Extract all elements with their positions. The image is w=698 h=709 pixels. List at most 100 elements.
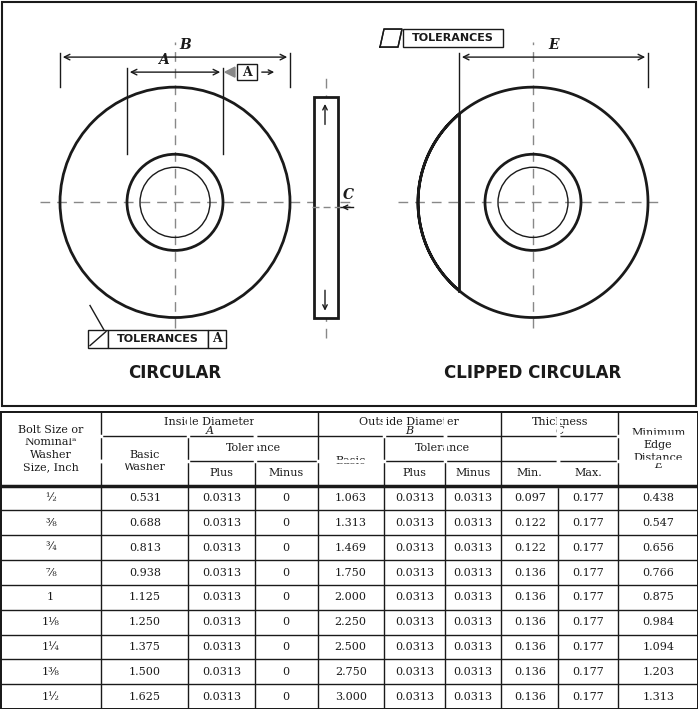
Text: 0.0313: 0.0313 xyxy=(454,592,493,603)
Text: 1.313: 1.313 xyxy=(642,691,674,702)
Text: 0.688: 0.688 xyxy=(129,518,161,528)
Text: 1½: 1½ xyxy=(42,691,59,702)
Bar xyxy=(88,330,108,347)
Text: 0: 0 xyxy=(283,567,290,578)
Text: Minus: Minus xyxy=(456,468,491,479)
Text: 0.0313: 0.0313 xyxy=(202,592,242,603)
Text: A: A xyxy=(205,426,214,436)
Text: 0: 0 xyxy=(283,666,290,677)
Text: C: C xyxy=(556,426,564,436)
Text: Minus: Minus xyxy=(269,468,304,479)
Text: 0.0313: 0.0313 xyxy=(454,666,493,677)
Text: 0.177: 0.177 xyxy=(572,666,604,677)
Text: 1.500: 1.500 xyxy=(129,666,161,677)
Text: 1⅜: 1⅜ xyxy=(42,666,59,677)
Text: 0.438: 0.438 xyxy=(642,493,674,503)
Text: 0.136: 0.136 xyxy=(514,567,546,578)
Text: 0.177: 0.177 xyxy=(572,617,604,627)
Text: 0.122: 0.122 xyxy=(514,518,546,528)
Text: 0.766: 0.766 xyxy=(642,567,674,578)
Text: 0.875: 0.875 xyxy=(642,592,674,603)
Text: Min.: Min. xyxy=(517,468,542,479)
Text: ¾: ¾ xyxy=(45,542,56,553)
Text: 0.0313: 0.0313 xyxy=(395,493,434,503)
Text: CIRCULAR: CIRCULAR xyxy=(128,364,221,381)
Text: 1.203: 1.203 xyxy=(642,666,674,677)
Text: 0.177: 0.177 xyxy=(572,642,604,652)
Text: 0: 0 xyxy=(283,691,290,702)
Text: Outside Diameter: Outside Diameter xyxy=(359,417,459,427)
Text: 0: 0 xyxy=(283,518,290,528)
Text: TOLERANCES: TOLERANCES xyxy=(117,333,199,344)
Text: 0.177: 0.177 xyxy=(572,592,604,603)
Text: 0.0313: 0.0313 xyxy=(395,617,434,627)
Text: 0.0313: 0.0313 xyxy=(395,666,434,677)
Text: Inside Diameter: Inside Diameter xyxy=(164,417,255,427)
Text: 0.0313: 0.0313 xyxy=(202,642,242,652)
Text: B: B xyxy=(179,38,191,52)
Text: 0.122: 0.122 xyxy=(514,542,546,553)
Text: E: E xyxy=(654,460,662,470)
Text: 1⅛: 1⅛ xyxy=(42,617,59,627)
Text: 0.177: 0.177 xyxy=(572,691,604,702)
Text: 1.313: 1.313 xyxy=(335,518,366,528)
Text: 1.094: 1.094 xyxy=(642,642,674,652)
Polygon shape xyxy=(380,29,402,47)
Text: Bolt Size or
Nominalᵃ
Washer
Size, Inch: Bolt Size or Nominalᵃ Washer Size, Inch xyxy=(18,425,83,472)
Polygon shape xyxy=(225,67,235,77)
Text: 0.0313: 0.0313 xyxy=(202,666,242,677)
Text: 2.750: 2.750 xyxy=(335,666,366,677)
Text: 0.0313: 0.0313 xyxy=(454,642,493,652)
Text: B: B xyxy=(406,426,413,436)
Text: Tolerance: Tolerance xyxy=(415,443,470,454)
Text: 0.0313: 0.0313 xyxy=(395,518,434,528)
Text: 0: 0 xyxy=(283,493,290,503)
Text: 0: 0 xyxy=(283,617,290,627)
Text: 0.531: 0.531 xyxy=(129,493,161,503)
Text: 0.177: 0.177 xyxy=(572,493,604,503)
Text: Thickness: Thickness xyxy=(532,417,588,427)
Text: 0.547: 0.547 xyxy=(642,518,674,528)
Text: 0.0313: 0.0313 xyxy=(395,642,434,652)
Text: 0.136: 0.136 xyxy=(514,691,546,702)
Text: 0.097: 0.097 xyxy=(514,493,546,503)
Text: 0.0313: 0.0313 xyxy=(454,493,493,503)
Text: 0.0313: 0.0313 xyxy=(395,567,434,578)
Text: 0.136: 0.136 xyxy=(514,617,546,627)
Text: TOLERANCES: TOLERANCES xyxy=(412,33,494,43)
Text: 0.0313: 0.0313 xyxy=(202,617,242,627)
Text: 2.250: 2.250 xyxy=(335,617,366,627)
Text: Plus: Plus xyxy=(403,468,426,479)
Text: 0.938: 0.938 xyxy=(129,567,161,578)
Text: CLIPPED CIRCULAR: CLIPPED CIRCULAR xyxy=(445,364,622,381)
Text: 1.375: 1.375 xyxy=(129,642,161,652)
Bar xyxy=(403,29,503,47)
Text: Minimum
Edge
Distance: Minimum Edge Distance xyxy=(631,428,685,463)
Text: Basic: Basic xyxy=(336,456,366,466)
Text: 0: 0 xyxy=(283,642,290,652)
Text: 0.177: 0.177 xyxy=(572,567,604,578)
Text: 1.469: 1.469 xyxy=(335,542,366,553)
Text: 0.0313: 0.0313 xyxy=(202,542,242,553)
Text: 0.813: 0.813 xyxy=(129,542,161,553)
Text: 0.0313: 0.0313 xyxy=(202,518,242,528)
Text: 1.063: 1.063 xyxy=(335,493,366,503)
Bar xyxy=(237,64,257,80)
Text: 0.656: 0.656 xyxy=(642,542,674,553)
Text: 3.000: 3.000 xyxy=(335,691,366,702)
Text: 0: 0 xyxy=(283,542,290,553)
Text: 0.0313: 0.0313 xyxy=(454,567,493,578)
Text: 0.136: 0.136 xyxy=(514,642,546,652)
Text: 1¼: 1¼ xyxy=(42,642,59,652)
Text: 0.0313: 0.0313 xyxy=(454,617,493,627)
Bar xyxy=(208,330,226,347)
Text: 1.625: 1.625 xyxy=(129,691,161,702)
Text: 0.984: 0.984 xyxy=(642,617,674,627)
Text: 1.125: 1.125 xyxy=(129,592,161,603)
Text: 1.750: 1.750 xyxy=(335,567,366,578)
Text: 2.000: 2.000 xyxy=(335,592,366,603)
Text: 0.0313: 0.0313 xyxy=(395,542,434,553)
Text: C: C xyxy=(343,189,354,202)
Text: A: A xyxy=(242,66,252,79)
Bar xyxy=(108,330,208,347)
